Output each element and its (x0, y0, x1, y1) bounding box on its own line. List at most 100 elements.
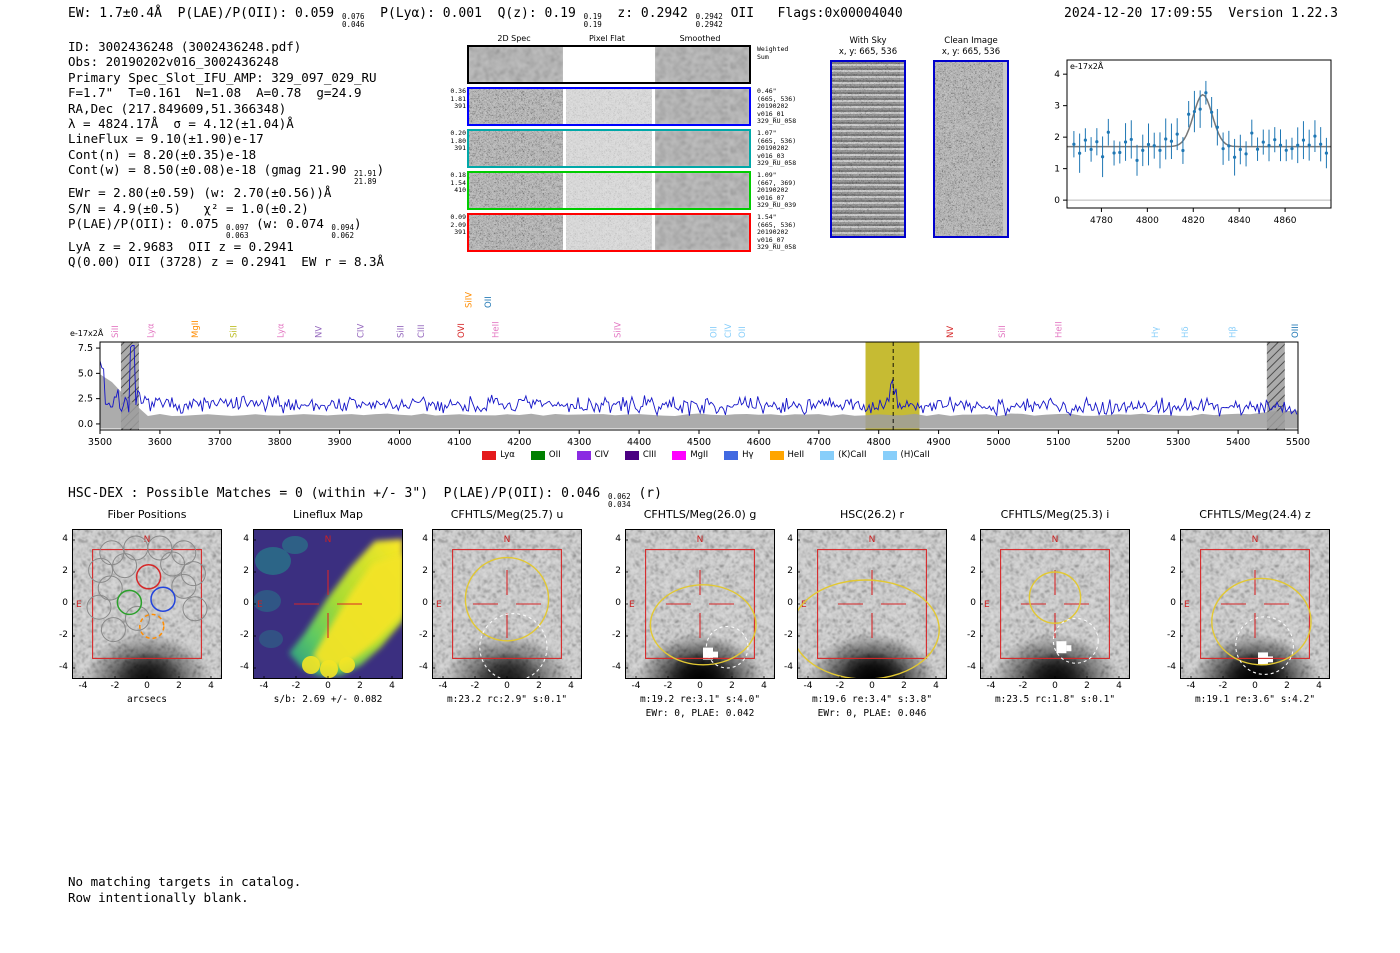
spec2d-cell-noise (469, 47, 563, 82)
image-image: NE (797, 529, 947, 679)
text-segment: z: 0.2942 (601, 6, 696, 21)
flux-units-label: e-17x2Å (70, 327, 104, 338)
info-line: LyA z = 2.9683 OII z = 0.2941 (68, 239, 384, 254)
info-line: Primary Spec_Slot_IFU_AMP: 329_097_029_R… (68, 70, 384, 85)
compass-east: E (801, 600, 807, 610)
x-tick-label: 0 (504, 681, 510, 691)
spec2d-row: 0.09 2.09 391 1.54" (665, 536) 20190202 v016_0… (450, 213, 796, 252)
line-marker-label: Lyα (146, 323, 156, 338)
x-tick-label: 3500 (88, 437, 112, 448)
lineflux-image: NE (253, 529, 403, 679)
footer-note: No matching targets in catalog. Row inte… (68, 874, 301, 905)
legend-swatch (482, 450, 497, 460)
data-point (1244, 152, 1248, 156)
data-point (1284, 148, 1288, 152)
legend-item: (H)CaII (882, 450, 930, 460)
meta-line: 329_RU_058 (757, 243, 797, 251)
cutout-title: CFHTLS/Meg(24.4) z (1199, 508, 1311, 521)
spec2d-row: Weighted Sum (467, 45, 788, 84)
meta-line: (665, 536) (757, 136, 797, 145)
fiber-circle (147, 535, 173, 561)
y-tick-label: -2 (612, 630, 621, 640)
data-point (1123, 140, 1128, 144)
data-point (1118, 150, 1122, 155)
meta-line: 329_RU_039 (757, 201, 797, 209)
flux-units-label: e-17x2Å (1070, 60, 1104, 71)
weight-value: 0.36 (450, 87, 466, 95)
line-marker: NV (315, 326, 325, 338)
weight-value: 391 (454, 102, 466, 110)
legend-item: HeII (769, 450, 804, 460)
spec2d-row: 0.36 1.81 391 0.46" (665, 536) 20190202 v016_0… (450, 87, 796, 126)
line-marker-label: OIII (1291, 324, 1301, 338)
data-point (1290, 147, 1294, 151)
lower-bound: 0.063 (226, 230, 249, 240)
y-tick-label: 0 (243, 598, 249, 608)
weight-value: 0.20 (450, 129, 466, 137)
fiber-circle (97, 575, 123, 601)
info-line: S/N = 4.9(±0.5) χ² = 1.0(±0.2) (68, 201, 384, 216)
compass-north: N (697, 535, 704, 545)
x-tick-label: 4840 (1228, 216, 1251, 226)
stacked-uncertainty: 21.91 21.89 (354, 170, 377, 185)
meta-line: 20190202 (757, 228, 789, 236)
compass-east: E (1184, 600, 1190, 610)
line-marker-label: SiIV (464, 292, 474, 308)
legend-swatch (724, 450, 739, 460)
x-tick-label: 5400 (1226, 437, 1250, 448)
row-meta: Weighted Sum (757, 45, 819, 61)
x-tick-label: 4780 (1090, 216, 1113, 226)
x-tick-label: 3700 (208, 437, 232, 448)
line-fit-plot-svg: 4780 4800 4820 4840 4860 0 1 2 3 4 e-17x2Å (1054, 59, 1332, 226)
weight-value: 0.18 (450, 171, 466, 179)
y-tick-label: 0 (615, 598, 621, 608)
row-meta: 1.07" (665, 536) 20190202 v016_03 329_RU_058 (757, 129, 819, 168)
catalog-object-circle (1235, 616, 1294, 675)
spec2d-cell-flat (566, 89, 652, 124)
x-tick-label: 2 (536, 681, 542, 691)
stacked-uncertainty: 0.097 0.063 (226, 224, 249, 239)
meta-line: (665, 536) (757, 94, 797, 103)
legend-item: CIV (576, 450, 609, 460)
legend-swatch (530, 450, 545, 460)
compass-north: N (1052, 535, 1059, 545)
spec2d-cell-smooth (655, 173, 749, 208)
line-marker-label: HeII (1054, 321, 1064, 338)
saturated-pixels (1056, 641, 1067, 654)
info-line: Cont(n) = 8.20(±0.35)e-18 (68, 147, 384, 162)
meta-line: Sum (757, 52, 769, 61)
text-segment: OII Flags:0x00004040 (722, 6, 903, 21)
catalog-object-circle (705, 625, 749, 669)
text-segment: HSC-DEX : Possible Matches = 0 (within +… (68, 486, 609, 501)
saturated-pixels (713, 651, 718, 658)
data-point (1181, 148, 1185, 153)
y-tick-label: 4 (62, 534, 68, 544)
with-sky-noise (832, 62, 900, 236)
x-tick-label: 4300 (567, 437, 591, 448)
cutout-caption: s/b: 2.69 +/- 0.082 (273, 694, 383, 705)
y-tick-label: 2 (1170, 566, 1176, 576)
line-marker: CIV (357, 324, 367, 338)
x-tick-label: 4800 (867, 437, 891, 448)
weight-value: 391 (454, 228, 466, 236)
image-image: NE (432, 529, 582, 679)
with-sky-title: With Sky (849, 36, 887, 46)
legend-item: CIII (624, 450, 656, 460)
weight-value: 410 (454, 186, 466, 194)
x-tick-label: 5200 (1106, 437, 1130, 448)
photometric-aperture (1211, 577, 1312, 666)
image-image: NE (1180, 529, 1330, 679)
meta-line: v016_07 (757, 193, 785, 202)
data-point (1215, 125, 1219, 129)
fiber-circle (180, 561, 206, 587)
data-point (1278, 143, 1283, 147)
upper-bound: 0.094 (331, 223, 354, 233)
fiber-circle-green (116, 589, 143, 616)
data-point (1307, 143, 1311, 147)
info-line: λ = 4824.17Å σ = 4.12(±1.04)Å (68, 116, 384, 131)
fiber-circle (99, 540, 125, 566)
plot-frame (1066, 59, 1332, 209)
